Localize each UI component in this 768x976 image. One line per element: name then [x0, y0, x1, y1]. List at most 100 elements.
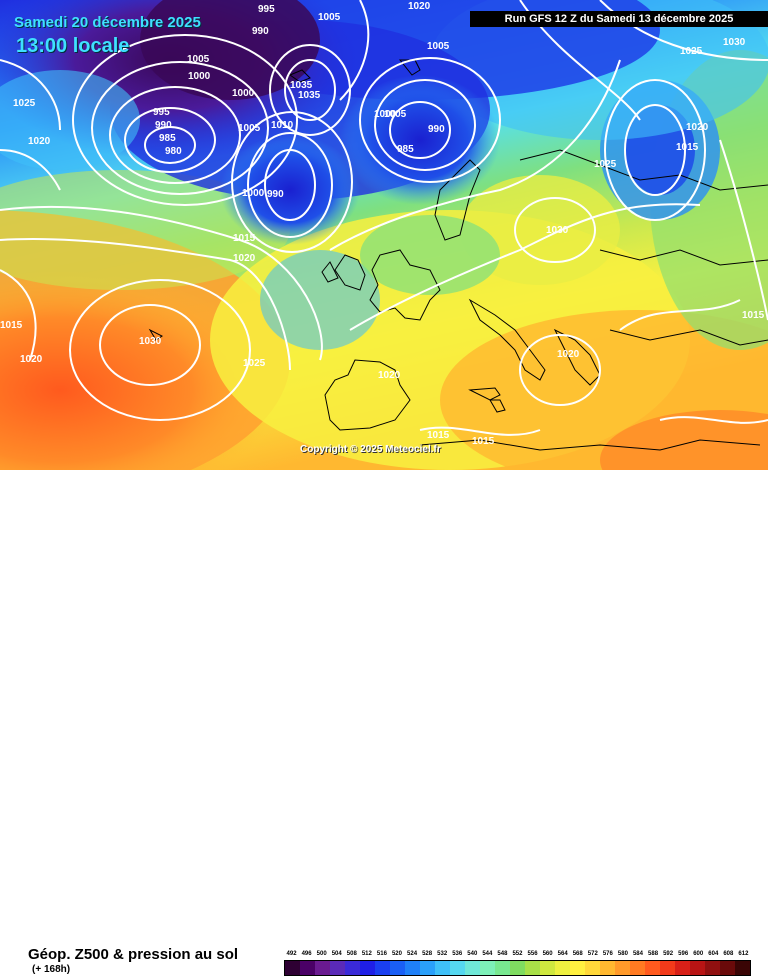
- weather-map: 995 1005 1020 990 1005 1000 1025 1020 99…: [0, 0, 768, 470]
- pressure-label: 1015: [427, 430, 450, 441]
- pressure-label: 990: [267, 189, 284, 200]
- scale-value-label: 588: [648, 951, 659, 957]
- pressure-label: 1000: [232, 88, 255, 99]
- scale-color-swatch: [525, 961, 540, 975]
- pressure-label: 1015: [0, 320, 23, 331]
- scale-value-label: 564: [557, 951, 568, 957]
- pressure-label: 1010: [271, 120, 294, 131]
- pressure-label: 1005: [318, 12, 341, 23]
- scale-color-swatch: [675, 961, 690, 975]
- scale-value-label: 576: [602, 951, 613, 957]
- scale-value-label: 524: [407, 951, 418, 957]
- scale-color-swatch: [615, 961, 630, 975]
- pressure-label: 995: [258, 4, 275, 15]
- scale-color-swatch: [360, 961, 375, 975]
- pressure-label: 1005: [427, 41, 450, 52]
- pressure-label: 1025: [243, 358, 266, 369]
- scale-value-label: 608: [723, 951, 734, 957]
- scale-color-swatch: [630, 961, 645, 975]
- pressure-label: 1020: [557, 349, 580, 360]
- scale-color-swatch: [495, 961, 510, 975]
- pressure-label: 995: [153, 107, 170, 118]
- scale-color-swatch: [480, 961, 495, 975]
- valid-time: 13:00 locale: [16, 35, 130, 57]
- scale-color-swatch: [510, 961, 525, 975]
- pressure-label: 990: [252, 26, 269, 37]
- scale-value-label: 560: [542, 951, 553, 957]
- scale-color-swatch: [285, 961, 300, 975]
- pressure-label: 1025: [13, 98, 36, 109]
- scale-value-label: 532: [437, 951, 448, 957]
- pressure-label: 1000: [188, 71, 211, 82]
- scale-value-label: 548: [497, 951, 508, 957]
- scale-value-label: 492: [286, 951, 297, 957]
- scale-value-label: 496: [301, 951, 312, 957]
- scale-value-label: 596: [678, 951, 689, 957]
- scale-color-swatch: [465, 961, 480, 975]
- color-scale: 492 496 500 504 508 512 516 520 524 528 532 536 540 5…: [284, 948, 751, 976]
- scale-color-swatch: [390, 961, 405, 975]
- pressure-label: 1030: [546, 225, 569, 236]
- pressure-label: 1000: [242, 188, 265, 199]
- scale-color-swatch: [645, 961, 660, 975]
- scale-color-swatch: [420, 961, 435, 975]
- scale-value-label: 556: [527, 951, 538, 957]
- scale-value-label: 592: [663, 951, 674, 957]
- pressure-label: 990: [428, 124, 445, 135]
- pressure-label: 1020: [378, 370, 401, 381]
- copyright-notice: Copyright © 2025 Meteociel.fr: [300, 444, 441, 455]
- pressure-label: 1020: [408, 1, 431, 12]
- pressure-label: 1015: [676, 142, 699, 153]
- scale-color-swatch: [600, 961, 615, 975]
- pressure-label: 1005: [384, 109, 407, 120]
- scale-color-swatch: [450, 961, 465, 975]
- scale-value-label: 568: [572, 951, 583, 957]
- pressure-label: 1005: [187, 54, 210, 65]
- scale-value-label: 528: [422, 951, 433, 957]
- pressure-label: 1020: [686, 122, 709, 133]
- scale-value-label: 500: [316, 951, 327, 957]
- scale-color-swatch: [660, 961, 675, 975]
- scale-value-label: 552: [512, 951, 523, 957]
- pressure-label: 1015: [742, 310, 765, 321]
- valid-date: Samedi 20 décembre 2025: [14, 14, 201, 31]
- pressure-label: 1035: [290, 80, 313, 91]
- scale-color-swatch: [435, 961, 450, 975]
- legend-footer: Géop. Z500 & pression au sol (+ 168h) 49…: [0, 470, 768, 976]
- pressure-label: 985: [397, 144, 414, 155]
- scale-color-swatch: [300, 961, 315, 975]
- geopotential-field: [0, 0, 768, 470]
- coastlines: [148, 59, 768, 451]
- pressure-label: 990: [155, 120, 172, 131]
- scale-color-swatch: [330, 961, 345, 975]
- pressure-label: 1020: [20, 354, 43, 365]
- pressure-label: 985: [159, 133, 176, 144]
- scale-value-label: 600: [693, 951, 704, 957]
- pressure-label: 1030: [139, 336, 162, 347]
- pressure-label: 1030: [723, 37, 746, 48]
- scale-color-swatch: [555, 961, 570, 975]
- scale-value-label: 572: [587, 951, 598, 957]
- pressure-label: 1025: [594, 159, 617, 170]
- pressure-label: 1020: [28, 136, 51, 147]
- scale-value-label: 584: [632, 951, 643, 957]
- pressure-labels: 995 1005 1020 990 1005 1000 1025 1020 99…: [0, 1, 765, 447]
- scale-value-label: 504: [331, 951, 342, 957]
- run-info: Run GFS 12 Z du Samedi 13 décembre 2025: [470, 11, 768, 27]
- pressure-label: 1000: [374, 109, 397, 120]
- scale-value-label: 580: [617, 951, 628, 957]
- scale-value-label: 516: [376, 951, 387, 957]
- scale-color-swatch: [705, 961, 720, 975]
- scale-color-swatch: [315, 961, 330, 975]
- scale-color-swatch: [405, 961, 420, 975]
- pressure-label: 1015: [233, 233, 256, 244]
- scale-value-label: 612: [738, 951, 749, 957]
- scale-value-label: 604: [708, 951, 719, 957]
- scale-value-label: 536: [452, 951, 463, 957]
- pressure-label: 1025: [680, 46, 703, 57]
- scale-color-swatch: [540, 961, 555, 975]
- scale-value-label: 540: [467, 951, 478, 957]
- scale-value-label: 520: [391, 951, 402, 957]
- lead-time: (+ 168h): [32, 964, 71, 975]
- pressure-label: 1020: [233, 253, 256, 264]
